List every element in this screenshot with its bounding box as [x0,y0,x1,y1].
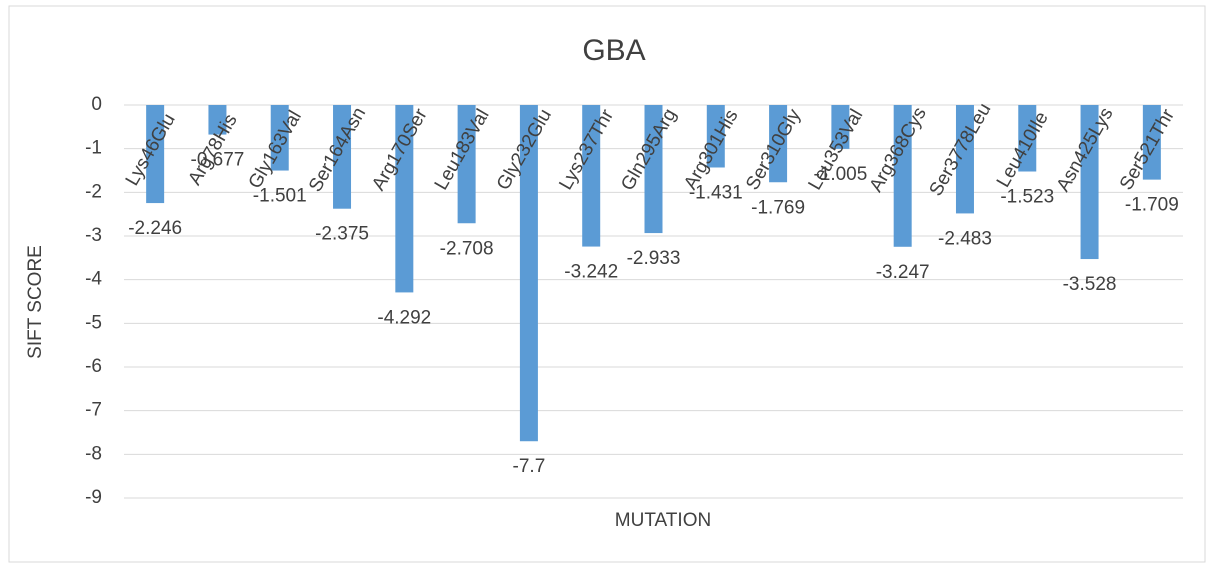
value-label: -1.769 [751,197,805,218]
bar [893,105,912,247]
bar [1142,105,1161,180]
bar [208,105,227,135]
y-tick-label: -8 [85,443,102,464]
value-label: -1.431 [689,183,743,204]
y-axis-title: SIFT SCORE [25,245,46,359]
bar [1080,105,1099,260]
y-tick-label: -5 [85,312,102,333]
bar [146,105,165,204]
bar [270,105,289,171]
y-tick-label: 0 [91,94,102,115]
y-tick-label: -7 [85,400,102,421]
chart-frame [8,5,1206,563]
value-label: -4.292 [377,307,431,328]
value-label: -1.005 [813,164,867,185]
value-label: -2.483 [938,228,992,249]
value-label: -3.247 [876,262,930,283]
bar [955,105,974,214]
chart-title: GBA [582,34,645,67]
bar [333,105,352,209]
value-label: -7.7 [513,456,546,477]
bar [706,105,725,168]
bar [1018,105,1037,172]
bar [519,105,538,442]
bar [831,105,850,149]
y-tick-label: -2 [85,181,102,202]
value-label: -3.242 [564,262,618,283]
y-tick-label: -9 [85,487,102,508]
value-label: -2.246 [128,218,182,239]
y-tick-label: -4 [85,269,102,290]
bar [644,105,663,234]
bar [395,105,414,293]
value-label: -2.708 [440,238,494,259]
value-label: -1.523 [1000,187,1054,208]
value-label: -2.375 [315,224,369,245]
y-tick-label: -6 [85,356,102,377]
value-label: -1.501 [253,186,307,207]
bar [769,105,788,183]
x-axis-title: MUTATION [615,510,711,531]
y-tick-label: -3 [85,225,102,246]
value-label: -3.528 [1063,274,1117,295]
bar [457,105,476,224]
value-label: -0.677 [191,150,245,171]
y-tick-label: -1 [85,138,102,159]
bar [582,105,601,247]
value-label: -2.933 [627,248,681,269]
value-label: -1.709 [1125,195,1179,216]
